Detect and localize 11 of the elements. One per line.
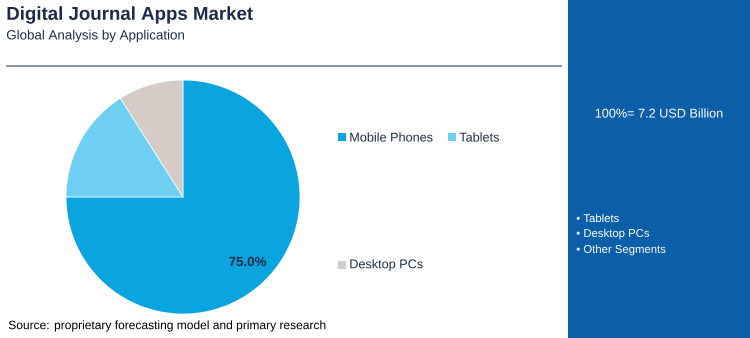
chart-subtitle: Global Analysis by Application (6, 30, 184, 42)
legend-label: Desktop PCs (350, 259, 423, 271)
text: • Other Segments (576, 244, 666, 256)
text: • Desktop PCs (576, 228, 650, 240)
legend-label: Mobile Phones (350, 132, 433, 142)
data-label: 75.0% (229, 256, 266, 266)
chart-title: Digital Journal Apps Market (8, 6, 253, 24)
text: 100%= 7.2 USD Billion (596, 108, 722, 118)
source-note: Source: proprietary forecasting model and primary research (8, 320, 326, 332)
legend-label: Tablets (460, 132, 499, 142)
text: • Tablets (576, 214, 619, 222)
